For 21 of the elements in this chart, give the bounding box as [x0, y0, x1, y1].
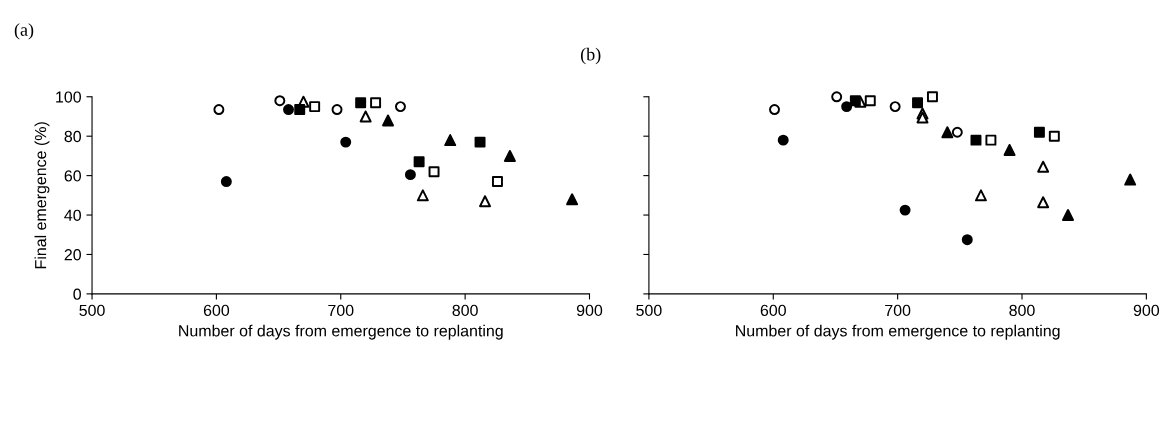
- x-tick-label: 600: [203, 304, 230, 317]
- x-tick-label: 800: [452, 304, 478, 317]
- y-axis-title: Final emergence (%): [34, 122, 50, 269]
- chart-title: (b): [580, 47, 601, 65]
- x-tick-label: 700: [328, 304, 354, 317]
- x-tick-label: 900: [576, 304, 603, 317]
- x-axis-title: Number of days from emergence to replanting: [179, 324, 503, 340]
- x-tick-label: 500: [636, 304, 662, 317]
- y-tick-label: 100: [56, 91, 81, 103]
- y-tick-label: 80: [64, 130, 81, 143]
- x-axis-title: Number of days from emergence to replanting: [736, 324, 1060, 340]
- y-tick-label: 60: [64, 170, 81, 182]
- x-tick-label: 500: [79, 304, 105, 317]
- x-tick-label: 800: [1009, 304, 1035, 317]
- y-tick-label: 40: [64, 209, 81, 221]
- chart-title: (a): [14, 23, 34, 40]
- x-tick-label: 700: [885, 304, 911, 317]
- x-tick-label: 600: [760, 304, 786, 317]
- y-tick-label: 0: [73, 288, 81, 300]
- y-tick-label: 20: [64, 249, 81, 261]
- x-tick-label: 900: [1133, 304, 1160, 317]
